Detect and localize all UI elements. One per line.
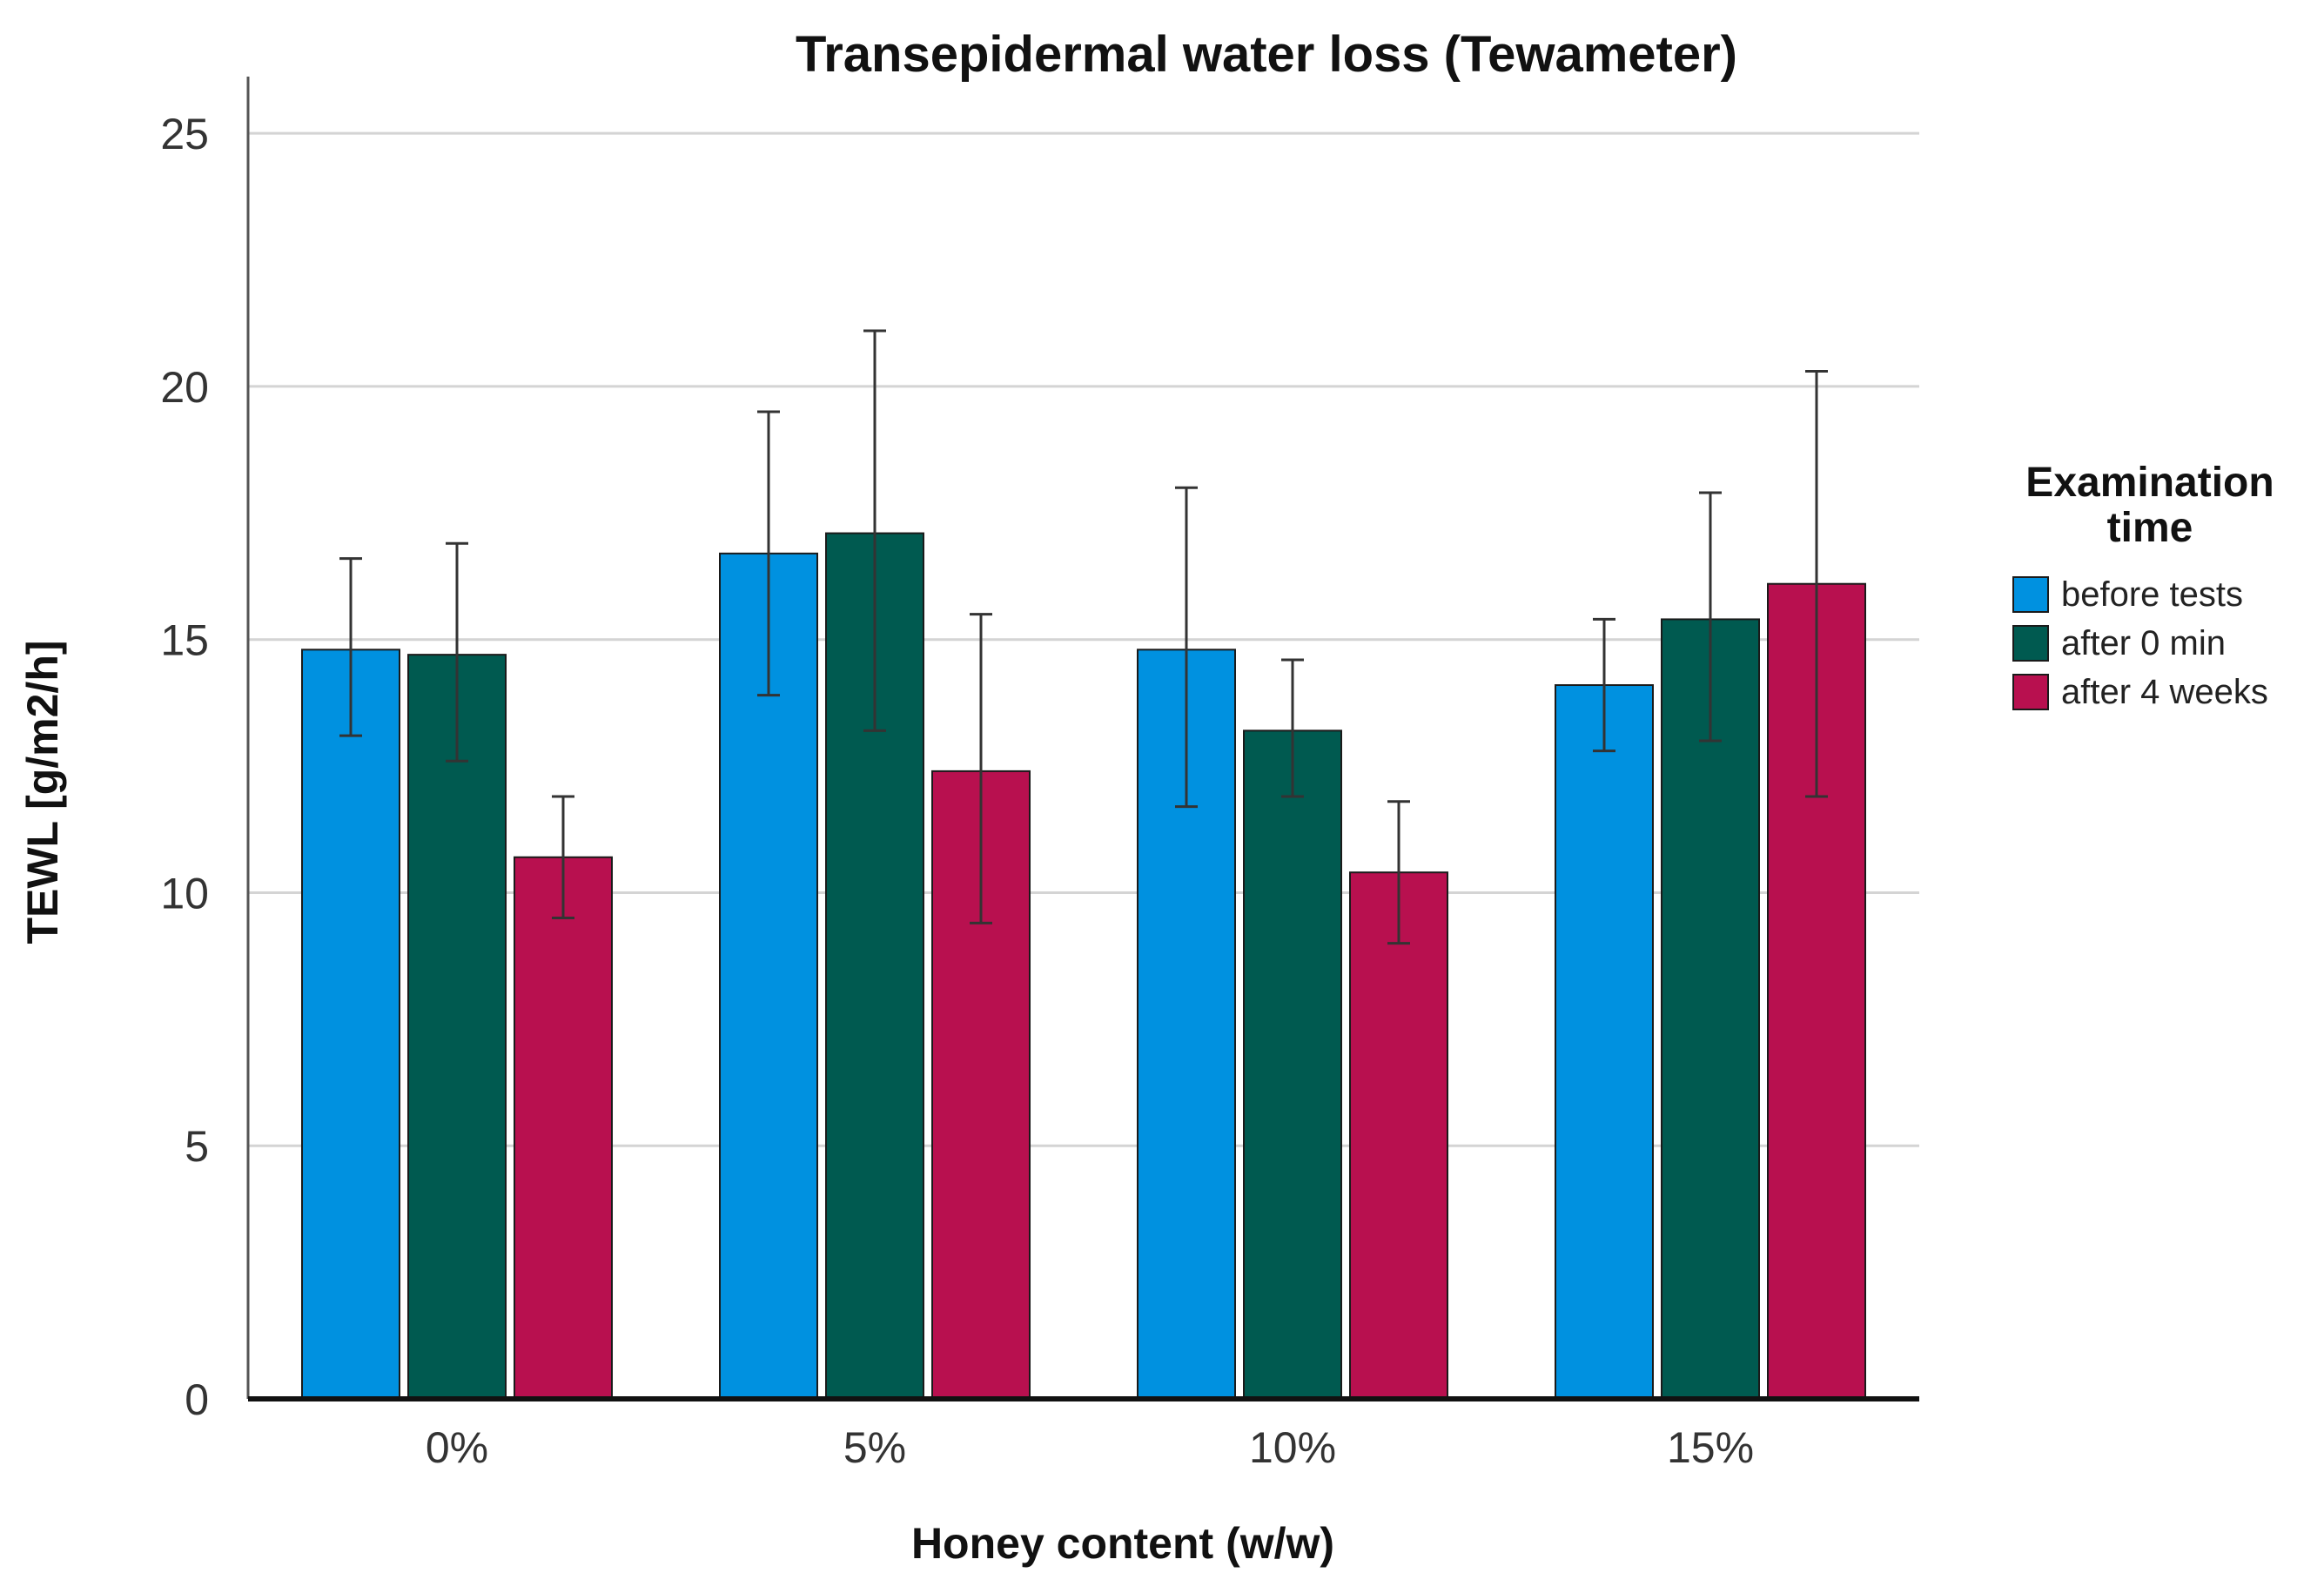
y-tick-label-5: 5 <box>185 1122 209 1171</box>
legend-label: after 0 min <box>2061 624 2226 662</box>
chart-title: Transepidermal water loss (Tewameter) <box>796 26 1737 83</box>
error-bar-15pct-after-4-weeks <box>1805 369 1828 798</box>
x-axis-title: Honey content (w/w) <box>911 1519 1334 1568</box>
legend-swatch <box>2012 576 2049 613</box>
bar-0pct-before-tests <box>301 649 400 1400</box>
y-tick-label-15: 15 <box>160 616 209 665</box>
y-axis-title: TEWL [g/m2/h] <box>18 640 67 944</box>
bar-10pct-after-0-min <box>1243 729 1342 1400</box>
axes <box>246 77 1919 1401</box>
legend-swatch <box>2012 625 2049 662</box>
error-bar-10pct-after-4-weeks <box>1387 800 1410 945</box>
error-bars <box>339 329 1828 945</box>
legend-item-before-tests: before tests <box>2012 575 2243 614</box>
error-bar-5pct-after-4-weeks <box>970 613 992 924</box>
error-bar-5pct-before-tests <box>757 410 780 697</box>
legend-item-after-4-weeks: after 4 weeks <box>2012 673 2268 711</box>
error-bar-10pct-after-0-min <box>1281 658 1304 798</box>
y-tick-label-25: 25 <box>160 110 209 158</box>
legend-swatch <box>2012 674 2049 710</box>
x-tick-label-0pct: 0% <box>426 1423 488 1472</box>
y-tick-label-10: 10 <box>160 869 209 917</box>
bar-0pct-after-0-min <box>407 654 507 1400</box>
legend-title-line-2: time <box>2107 505 2193 551</box>
legend-item-after-0-min: after 0 min <box>2012 624 2226 662</box>
y-tick-label-20: 20 <box>160 363 209 412</box>
error-bar-0pct-before-tests <box>339 557 362 737</box>
x-tick-label-15pct: 15% <box>1667 1423 1754 1472</box>
bar-15pct-before-tests <box>1555 684 1654 1400</box>
legend-title-line-1: Examination <box>2025 460 2274 506</box>
error-bar-0pct-after-4-weeks <box>552 795 574 920</box>
bar-0pct-after-4-weeks <box>514 856 613 1400</box>
y-tick-label-0: 0 <box>185 1375 209 1424</box>
error-bar-15pct-after-0-min <box>1699 491 1722 743</box>
tick-labels: 0 5 10 15 20 25 0% 5% 10% 15% <box>160 110 1754 1472</box>
error-bar-0pct-after-0-min <box>446 541 468 763</box>
error-bar-10pct-before-tests <box>1175 486 1198 809</box>
bar-10pct-after-4-weeks <box>1349 871 1448 1400</box>
error-bar-5pct-after-0-min <box>863 329 886 732</box>
legend-label: before tests <box>2061 575 2243 614</box>
error-bar-15pct-before-tests <box>1593 617 1615 753</box>
x-tick-label-10pct: 10% <box>1249 1423 1336 1472</box>
legend-label: after 4 weeks <box>2061 673 2268 711</box>
bars <box>301 532 1866 1400</box>
x-tick-label-5pct: 5% <box>843 1423 906 1472</box>
